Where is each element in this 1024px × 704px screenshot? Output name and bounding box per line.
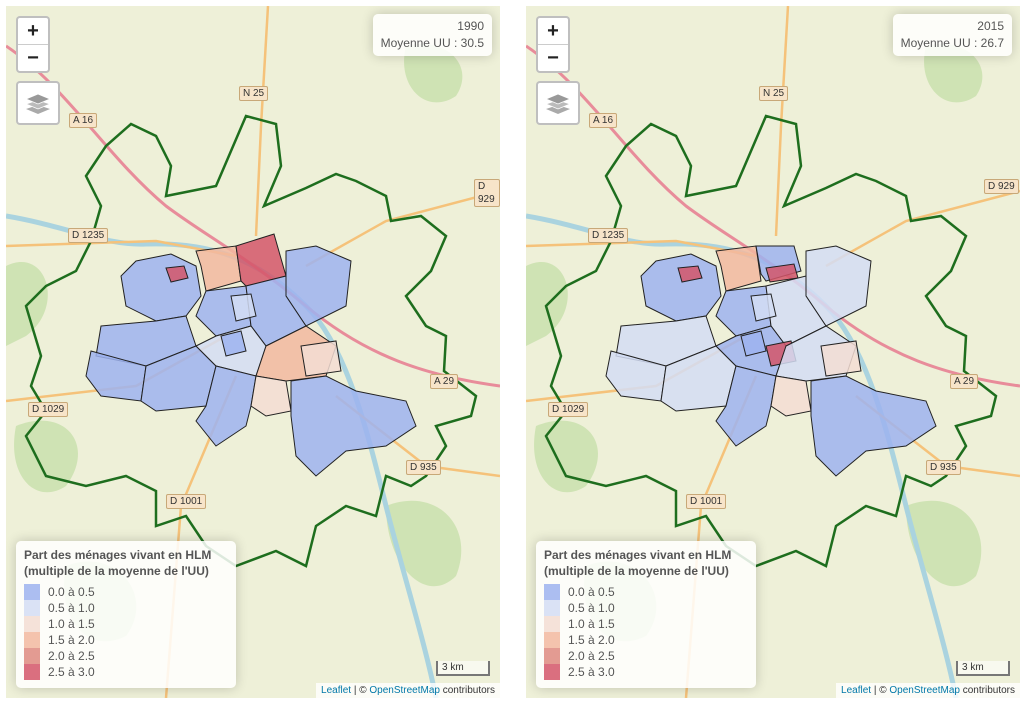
legend: Part des ménages vivant en HLM (multiple… (16, 541, 236, 688)
road-label-a29: A 29 (950, 374, 979, 389)
legend-row: 2.0 à 2.5 (544, 648, 748, 664)
zoom-in-button[interactable]: + (547, 20, 559, 42)
legend-swatch (544, 632, 560, 648)
legend-label: 1.5 à 2.0 (568, 633, 615, 647)
zoom-control: + − (536, 16, 570, 73)
legend-row: 1.5 à 2.0 (544, 632, 748, 648)
legend-row: 1.0 à 1.5 (544, 616, 748, 632)
legend-swatch (24, 632, 40, 648)
info-year: 1990 (457, 19, 484, 33)
road-label-d935: D 935 (926, 460, 961, 475)
info-mean: Moyenne UU : 30.5 (380, 36, 484, 50)
legend-label: 2.0 à 2.5 (568, 649, 615, 663)
info-box: 2015 Moyenne UU : 26.7 (892, 14, 1012, 56)
legend-swatch (544, 584, 560, 600)
legend-label: 2.5 à 3.0 (568, 665, 615, 679)
legend-swatch (24, 648, 40, 664)
road-label-d1029: D 1029 (548, 402, 589, 417)
legend-title: Part des ménages vivant en HLM (multiple… (24, 548, 212, 578)
legend: Part des ménages vivant en HLM (multiple… (536, 541, 756, 688)
info-year: 2015 (977, 19, 1004, 33)
road-label-d1235: D 1235 (588, 228, 629, 243)
attribution-sep: | © (351, 685, 370, 696)
legend-swatch (24, 664, 40, 680)
road-label-d1235: D 1235 (68, 228, 109, 243)
legend-title: Part des ménages vivant en HLM (multiple… (544, 548, 732, 578)
scale-bar: 3 km (956, 661, 1010, 676)
road-label-d1029: D 1029 (28, 402, 69, 417)
road-label-a29: A 29 (430, 374, 459, 389)
road-label-d1001: D 1001 (166, 494, 207, 509)
attribution-sep: | © (871, 685, 890, 696)
zoom-out-button[interactable]: − (538, 44, 568, 71)
legend-swatch (544, 664, 560, 680)
road-label-d929: D 929 (984, 179, 1019, 194)
road-label-d935: D 935 (406, 460, 441, 475)
legend-swatch (24, 584, 40, 600)
legend-label: 0.0 à 0.5 (568, 585, 615, 599)
road-label-a16: A 16 (589, 113, 618, 128)
legend-label: 2.0 à 2.5 (48, 649, 95, 663)
info-box: 1990 Moyenne UU : 30.5 (372, 14, 492, 56)
legend-row: 1.0 à 1.5 (24, 616, 228, 632)
legend-swatch (544, 648, 560, 664)
road-label-d929: D 929 (474, 179, 500, 207)
attribution: Leaflet | © OpenStreetMap contributors (836, 683, 1020, 698)
legend-row: 1.5 à 2.0 (24, 632, 228, 648)
legend-row: 0.5 à 1.0 (544, 600, 748, 616)
legend-label: 1.0 à 1.5 (568, 617, 615, 631)
legend-label: 0.5 à 1.0 (568, 601, 615, 615)
attribution: Leaflet | © OpenStreetMap contributors (316, 683, 500, 698)
legend-label: 1.0 à 1.5 (48, 617, 95, 631)
leaflet-link[interactable]: Leaflet (841, 685, 872, 696)
legend-swatch (544, 616, 560, 632)
map-tiles[interactable] (526, 6, 1020, 698)
map-panel-2015[interactable]: A 16 N 25 D 929 D 1235 A 29 D 1029 D 935… (526, 6, 1020, 698)
legend-row: 0.0 à 0.5 (544, 584, 748, 600)
legend-row: 2.5 à 3.0 (24, 664, 228, 680)
zoom-in-button[interactable]: + (27, 20, 39, 42)
legend-row: 2.5 à 3.0 (544, 664, 748, 680)
scale-bar: 3 km (436, 661, 490, 676)
legend-label: 0.5 à 1.0 (48, 601, 95, 615)
legend-row: 0.5 à 1.0 (24, 600, 228, 616)
legend-label: 1.5 à 2.0 (48, 633, 95, 647)
map-panel-1990[interactable]: A 16 N 25 D 929 D 1235 A 29 D 1029 D 935… (6, 6, 500, 698)
legend-row: 2.0 à 2.5 (24, 648, 228, 664)
osm-link[interactable]: OpenStreetMap (889, 685, 960, 696)
osm-link[interactable]: OpenStreetMap (369, 685, 440, 696)
road-label-d1001: D 1001 (686, 494, 727, 509)
road-label-n25: N 25 (239, 86, 269, 101)
legend-swatch (24, 600, 40, 616)
zoom-control: + − (16, 16, 50, 73)
road-label-n25: N 25 (759, 86, 789, 101)
layers-icon (25, 93, 51, 114)
info-mean: Moyenne UU : 26.7 (900, 36, 1004, 50)
legend-label: 0.0 à 0.5 (48, 585, 95, 599)
attribution-rest: contributors (439, 685, 495, 696)
legend-swatch (544, 600, 560, 616)
legend-swatch (24, 616, 40, 632)
road-label-a16: A 16 (69, 113, 98, 128)
layers-icon (545, 93, 571, 114)
attribution-rest: contributors (959, 685, 1015, 696)
legend-label: 2.5 à 3.0 (48, 665, 95, 679)
zoom-out-button[interactable]: − (18, 44, 48, 71)
leaflet-link[interactable]: Leaflet (321, 685, 352, 696)
layers-button[interactable] (16, 81, 60, 125)
legend-row: 0.0 à 0.5 (24, 584, 228, 600)
layers-button[interactable] (536, 81, 580, 125)
